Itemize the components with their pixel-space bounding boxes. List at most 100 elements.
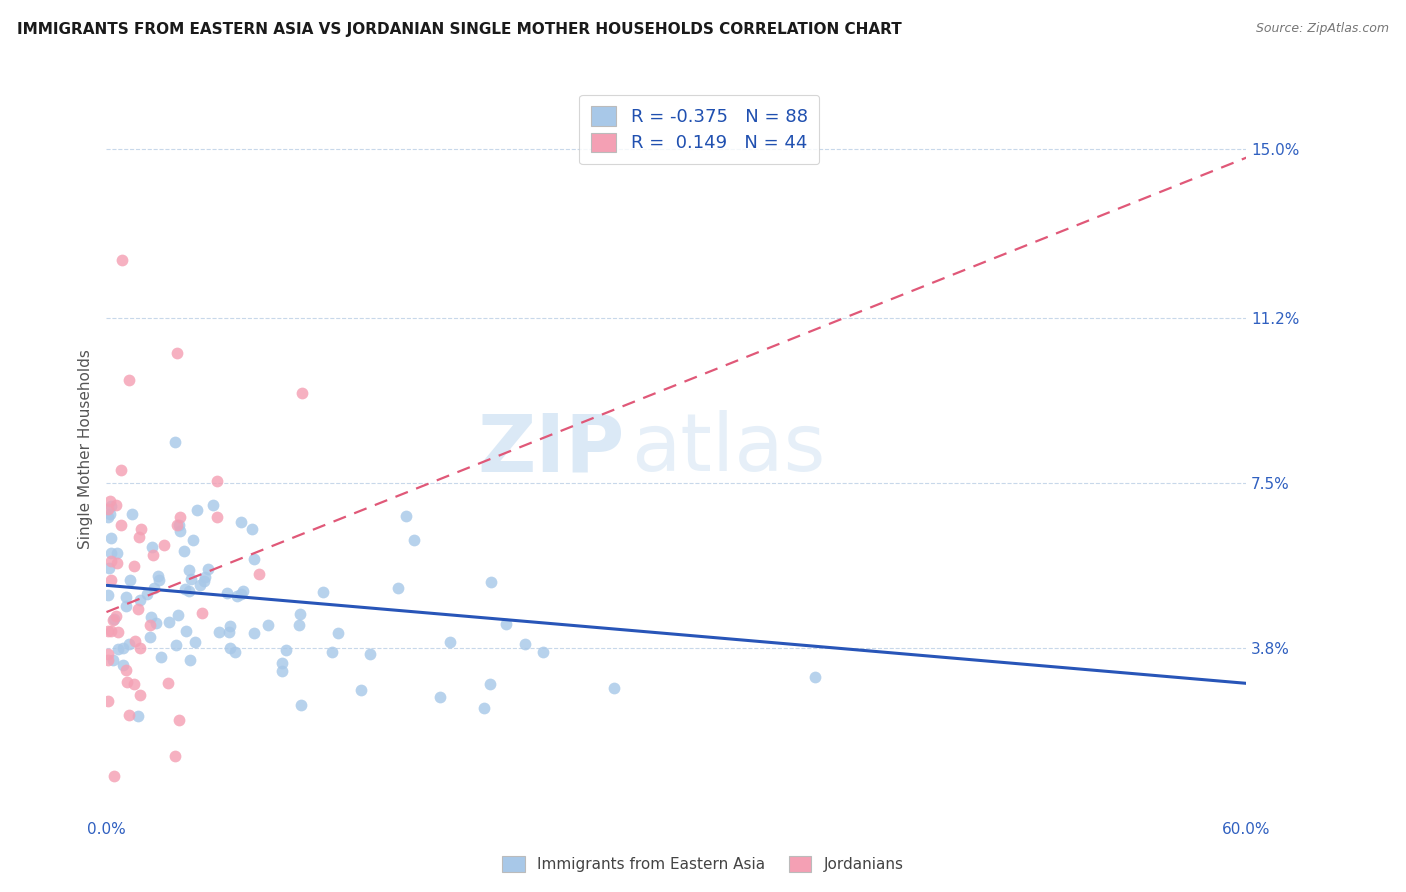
Point xyxy=(117,674,139,689)
Point xyxy=(142,581,165,595)
Point xyxy=(127,602,149,616)
Point xyxy=(148,569,170,583)
Point xyxy=(271,665,294,679)
Point xyxy=(232,584,254,599)
Point xyxy=(165,749,187,764)
Point xyxy=(169,713,191,727)
Point xyxy=(270,656,292,670)
Point xyxy=(533,645,555,659)
Point xyxy=(219,618,242,632)
Point xyxy=(194,569,217,583)
Point xyxy=(118,373,141,387)
Point xyxy=(105,556,128,570)
Point xyxy=(387,581,409,595)
Point xyxy=(479,677,502,691)
Point xyxy=(163,435,186,450)
Point xyxy=(174,624,197,638)
Point xyxy=(439,635,461,649)
Point xyxy=(219,640,242,655)
Point xyxy=(240,522,263,536)
Point xyxy=(166,518,188,533)
Point xyxy=(111,253,134,268)
Point xyxy=(110,518,132,533)
Point xyxy=(184,635,207,649)
Point xyxy=(97,588,120,602)
Point xyxy=(110,463,132,477)
Legend: Immigrants from Eastern Asia, Jordanians: Immigrants from Eastern Asia, Jordanians xyxy=(495,848,911,880)
Point xyxy=(153,538,176,552)
Point xyxy=(321,645,343,659)
Point xyxy=(127,709,149,723)
Point xyxy=(274,643,297,657)
Point xyxy=(139,610,162,624)
Point xyxy=(121,507,143,521)
Point xyxy=(105,609,128,624)
Point xyxy=(197,562,219,576)
Point xyxy=(229,515,252,529)
Point xyxy=(186,503,208,517)
Y-axis label: Single Mother Households: Single Mother Households xyxy=(79,350,93,549)
Point xyxy=(97,694,120,708)
Point xyxy=(98,561,121,575)
Point xyxy=(328,626,350,640)
Point xyxy=(118,637,141,651)
Point xyxy=(177,583,200,598)
Legend: R = -0.375   N = 88, R =  0.149   N = 44: R = -0.375 N = 88, R = 0.149 N = 44 xyxy=(579,95,820,164)
Point xyxy=(141,540,163,554)
Point xyxy=(124,559,146,574)
Point xyxy=(495,616,517,631)
Text: IMMIGRANTS FROM EASTERN ASIA VS JORDANIAN SINGLE MOTHER HOUSEHOLDS CORRELATION C: IMMIGRANTS FROM EASTERN ASIA VS JORDANIA… xyxy=(17,22,901,37)
Text: ZIP: ZIP xyxy=(478,410,626,489)
Point xyxy=(129,688,152,702)
Point xyxy=(202,498,225,512)
Point xyxy=(156,676,179,690)
Point xyxy=(131,522,153,536)
Point xyxy=(124,633,146,648)
Point xyxy=(429,690,451,704)
Point xyxy=(103,769,125,783)
Point xyxy=(122,677,145,691)
Point xyxy=(100,554,122,568)
Point xyxy=(179,653,201,667)
Point xyxy=(157,615,180,629)
Point xyxy=(111,641,134,656)
Point xyxy=(479,575,502,590)
Point xyxy=(290,607,312,622)
Point xyxy=(288,617,311,632)
Point xyxy=(100,532,122,546)
Point xyxy=(215,586,238,600)
Point xyxy=(107,625,129,640)
Point xyxy=(114,599,136,614)
Point xyxy=(225,589,247,603)
Point xyxy=(100,546,122,560)
Point xyxy=(350,683,373,698)
Point xyxy=(472,701,495,715)
Point xyxy=(169,524,191,539)
Point xyxy=(166,346,188,360)
Point xyxy=(100,624,122,638)
Point xyxy=(224,645,246,659)
Point xyxy=(167,517,190,532)
Point xyxy=(291,385,314,400)
Point xyxy=(167,608,190,623)
Point xyxy=(105,498,128,512)
Point xyxy=(208,625,231,640)
Point xyxy=(136,587,159,601)
Point xyxy=(128,530,150,544)
Point xyxy=(243,551,266,566)
Point xyxy=(128,593,150,607)
Point xyxy=(804,670,827,684)
Point xyxy=(142,548,165,562)
Point xyxy=(98,494,121,508)
Point xyxy=(103,611,125,625)
Point xyxy=(179,563,201,577)
Point xyxy=(117,707,139,722)
Point xyxy=(111,657,134,672)
Point xyxy=(148,573,170,587)
Point xyxy=(138,630,160,644)
Point xyxy=(193,574,215,588)
Point xyxy=(97,624,120,638)
Point xyxy=(115,590,138,604)
Point xyxy=(149,649,172,664)
Point xyxy=(97,647,120,661)
